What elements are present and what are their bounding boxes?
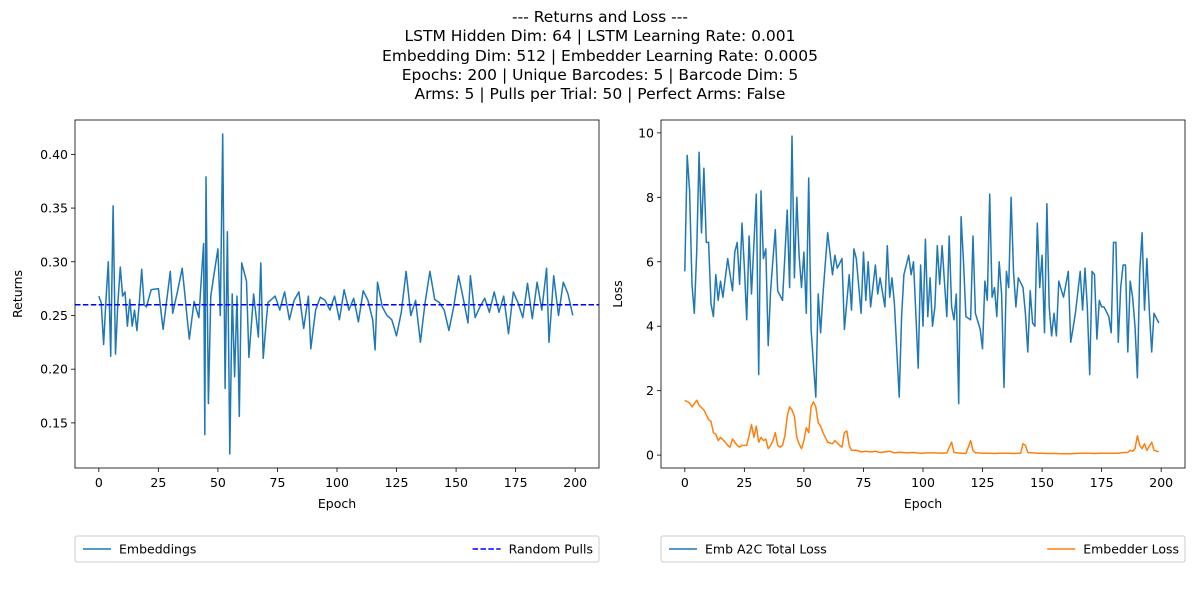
legend: Emb A2C Total Loss Embedder Loss xyxy=(660,535,1186,563)
y-tick-label: 0 xyxy=(646,448,654,463)
y-tick-label: 0.20 xyxy=(40,362,68,377)
x-tick-label: 75 xyxy=(856,475,872,490)
title-line: Embedding Dim: 512 | Embedder Learning R… xyxy=(382,46,818,65)
y-tick-label: 2 xyxy=(646,383,654,398)
legend-label: Emb A2C Total Loss xyxy=(705,542,827,557)
y-tick-label: 8 xyxy=(646,190,654,205)
y-tick-label: 6 xyxy=(646,254,654,269)
x-tick-label: 50 xyxy=(210,475,226,490)
x-tick-label: 175 xyxy=(504,475,528,490)
y-tick-label: 0.25 xyxy=(40,308,68,323)
x-tick-label: 200 xyxy=(1149,475,1173,490)
series-line-embeddings xyxy=(98,133,574,455)
y-tick-label: 0.15 xyxy=(40,415,68,430)
x-tick-label: 125 xyxy=(385,475,409,490)
title-line: LSTM Hidden Dim: 64 | LSTM Learning Rate… xyxy=(404,27,796,46)
x-tick-label: 0 xyxy=(681,475,689,490)
y-axis-label: Returns xyxy=(10,270,25,318)
x-tick-label: 100 xyxy=(911,475,935,490)
legend-label: Embeddings xyxy=(119,542,196,557)
legend: Embeddings Random Pulls xyxy=(74,535,600,563)
x-tick-label: 175 xyxy=(1090,475,1114,490)
x-tick-label: 25 xyxy=(150,475,166,490)
y-axis-label: Loss xyxy=(610,280,625,307)
x-tick-label: 100 xyxy=(325,475,349,490)
y-tick-label: 4 xyxy=(646,319,654,334)
y-tick-label: 0.30 xyxy=(40,254,68,269)
y-tick-label: 0.35 xyxy=(40,201,68,216)
legend-box xyxy=(660,535,1186,563)
returns-chart: 0 25 50 75 100 125 150 175 200 0.15 0.20 0.25 0.30 0.… xyxy=(10,119,600,563)
x-tick-label: 150 xyxy=(444,475,468,490)
x-axis-label: Epoch xyxy=(318,496,356,511)
x-tick-label: 125 xyxy=(971,475,995,490)
title-line: Arms: 5 | Pulls per Trial: 50 | Perfect … xyxy=(414,85,786,104)
x-tick-label: 50 xyxy=(796,475,812,490)
x-tick-label: 75 xyxy=(270,475,286,490)
x-axis-label: Epoch xyxy=(904,496,942,511)
x-tick-label: 25 xyxy=(736,475,752,490)
plot-frame xyxy=(74,119,600,469)
y-tick-label: 0.40 xyxy=(40,147,68,162)
figure-title: --- Returns and Loss --- LSTM Hidden Dim… xyxy=(0,8,1200,104)
legend-label: Embedder Loss xyxy=(1083,542,1179,557)
loss-chart: 0 25 50 75 100 125 150 175 200 0 2 4 6 8 10 Epoch Loss Em… xyxy=(610,119,1186,563)
legend-box xyxy=(74,535,600,563)
x-tick-label: 150 xyxy=(1030,475,1054,490)
series-line-embedder-loss xyxy=(684,399,1160,455)
title-line: --- Returns and Loss --- xyxy=(512,8,688,26)
title-line: Epochs: 200 | Unique Barcodes: 5 | Barco… xyxy=(401,65,799,84)
legend-label: Random Pulls xyxy=(509,542,593,557)
series-line-emb-a2c-total-loss xyxy=(684,135,1160,405)
x-tick-label: 200 xyxy=(563,475,587,490)
plot-frame xyxy=(660,119,1186,469)
y-tick-label: 10 xyxy=(638,125,654,140)
x-tick-label: 0 xyxy=(95,475,103,490)
